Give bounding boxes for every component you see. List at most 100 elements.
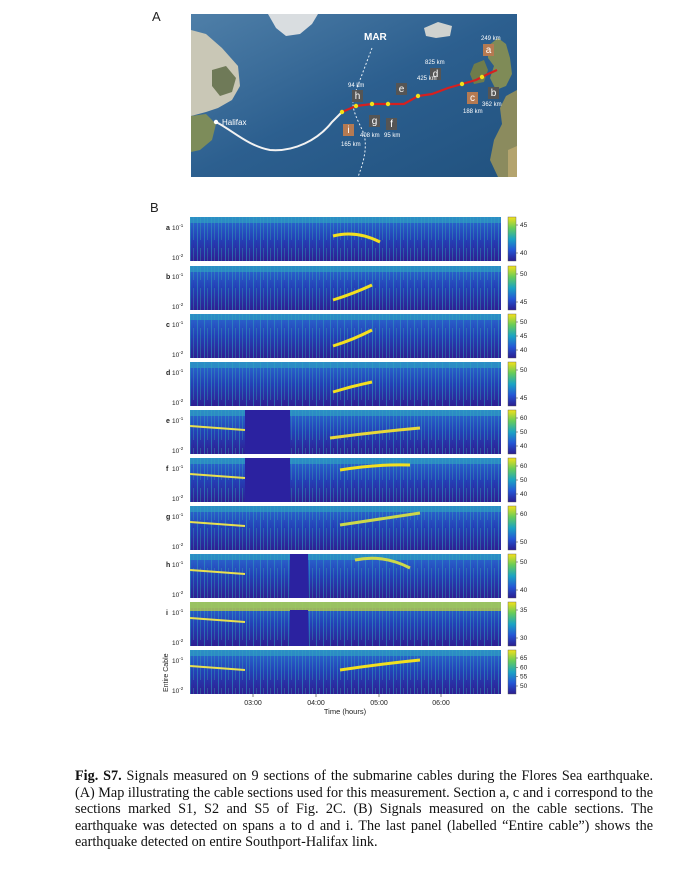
x-tick-label: 03:00: [244, 700, 262, 707]
row-label: b: [166, 274, 170, 281]
ytick-bottom: 10-2: [172, 302, 184, 311]
section-distance: 825 km: [425, 60, 445, 66]
earthquake-signal: [339, 463, 411, 472]
mar-label: MAR: [364, 32, 388, 43]
spectrogram-row-10: Entire Cable 10-1 10-2 65 60 55 50: [163, 649, 528, 695]
x-tick-label: 06:00: [432, 700, 450, 707]
colorbar: [507, 265, 517, 311]
colorbar-tick: 60: [520, 463, 528, 470]
repeater-dots: [339, 74, 485, 115]
earthquake-signal: [332, 232, 381, 244]
earthquake-signal: [332, 283, 373, 302]
iceland-land: [424, 22, 452, 38]
section-distance: 165 km: [341, 142, 361, 148]
colorbar: [507, 457, 517, 503]
section-letter: c: [470, 93, 475, 104]
row-label: g: [166, 514, 170, 521]
map-section-c: c 188 km: [463, 92, 483, 115]
colorbar-tick: 60: [520, 511, 528, 518]
section-letter: e: [399, 84, 405, 95]
colorbar-tick: 50: [520, 559, 528, 566]
colorbar-tick: 65: [520, 655, 528, 662]
ytick-bottom: 10-2: [172, 590, 184, 599]
section-distance: 425 km: [417, 76, 437, 82]
ytick-top: 10-1: [172, 656, 184, 665]
map-section-d: d 825 km: [425, 60, 445, 80]
ytick-bottom: 10-2: [172, 542, 184, 551]
colorbar-tick: 60: [520, 415, 528, 422]
colorbar-tick: 30: [520, 635, 528, 642]
section-box: [467, 92, 478, 104]
ytick-bottom: 10-2: [172, 253, 184, 262]
section-box: [343, 124, 354, 136]
halifax-label: Halifax: [222, 118, 246, 127]
spectrogram-row-3: c 10-1 10-2 50 45 40: [166, 313, 528, 359]
section-distance: 362 km: [482, 102, 502, 108]
ytick-top: 10-1: [172, 416, 184, 425]
row-label: d: [166, 370, 170, 377]
earthquake-signal: [339, 658, 421, 672]
ytick-bottom: 10-2: [172, 446, 184, 455]
spectrogram-x-axis: 03:00 04:00 05:00 06:00 Time (hours): [244, 694, 450, 716]
colorbar-tick: 40: [520, 443, 528, 450]
map-section-markers: a 249 km b 362 km c 188 km d 825 km e 425 km f 95 k…: [341, 36, 502, 148]
earthquake-signal: [332, 328, 373, 348]
section-letter: b: [491, 88, 497, 99]
colorbar: [507, 313, 517, 359]
colorbar: [507, 649, 517, 695]
data-gap: [290, 610, 308, 646]
x-tick-label: 05:00: [370, 700, 388, 707]
mid-atlantic-ridge: [352, 47, 373, 177]
colorbar-tick: 45: [520, 222, 528, 229]
data-gap: [245, 458, 290, 502]
section-box: [352, 90, 363, 102]
data-gap: [290, 554, 308, 598]
colorbar-tick: 50: [520, 319, 528, 326]
ytick-top: 10-1: [172, 320, 184, 329]
section-distance: 94 km: [348, 83, 364, 89]
section-box: [396, 83, 407, 95]
ytick-top: 10-1: [172, 512, 184, 521]
colorbar-tick: 50: [520, 539, 528, 546]
section-letter: i: [347, 125, 349, 136]
ytick-top: 10-1: [172, 272, 184, 281]
ytick-top: 10-1: [172, 608, 184, 617]
colorbar-tick: 50: [520, 683, 528, 690]
spectrogram-row-5: e 10-1 10-2 60 50 40: [166, 409, 528, 455]
row-label: Entire Cable: [163, 653, 170, 692]
colorbar: [507, 505, 517, 551]
colorbar: [507, 216, 517, 262]
section-letter: f: [390, 119, 393, 130]
ytick-top: 10-1: [172, 464, 184, 473]
ytick-top: 10-1: [172, 560, 184, 569]
section-letter: a: [486, 45, 492, 56]
colorbar-tick: 40: [520, 587, 528, 594]
earthquake-signal: [329, 426, 421, 440]
ytick-bottom: 10-2: [172, 350, 184, 359]
halifax-point: [213, 119, 219, 125]
map-section-b: b 362 km: [482, 87, 502, 108]
cable-white-segment: [215, 111, 343, 152]
cable-route-map: MAR Halifax a 249 km b 362 km c 188 km d 825 km…: [191, 14, 517, 177]
caption-text: Signals measured on 9 sections of the su…: [75, 768, 653, 851]
panel-b-letter: B: [150, 200, 159, 215]
map-section-i: i 165 km: [341, 124, 361, 148]
section-letter: h: [355, 91, 361, 102]
section-distance: 408 km: [360, 133, 380, 139]
colorbar-tick: 50: [520, 429, 528, 436]
x-tick-label: 04:00: [307, 700, 325, 707]
caption-fig-label: Fig. S7.: [75, 768, 122, 784]
colorbar-tick: 45: [520, 333, 528, 340]
colorbar-tick: 50: [520, 271, 528, 278]
section-distance: 95 km: [384, 133, 400, 139]
map-section-g: g 408 km: [360, 115, 380, 139]
section-box: [430, 68, 441, 80]
section-letter: d: [433, 69, 439, 80]
colorbar-tick: 50: [520, 477, 528, 484]
earthquake-signal: [339, 511, 421, 527]
greenland-land: [268, 14, 318, 36]
spectrogram-row-8: h 10-1 10-2 50 40: [166, 553, 528, 599]
row-label: c: [166, 322, 170, 329]
colorbar: [507, 409, 517, 455]
